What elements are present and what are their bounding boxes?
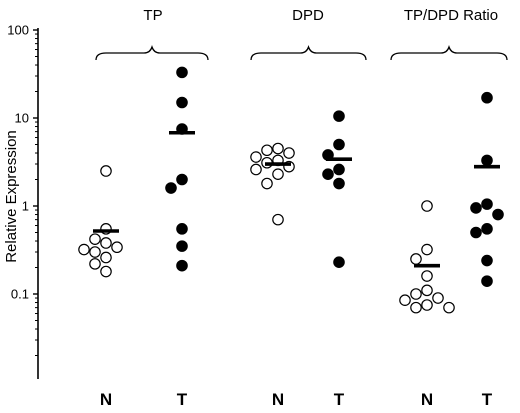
data-point-open — [272, 213, 284, 226]
y-tick-label: 100 — [7, 23, 29, 38]
data-point-filled — [481, 223, 493, 235]
y-tick-label: 0.1 — [11, 287, 29, 302]
data-point-filled — [481, 254, 493, 267]
data-point-filled — [176, 223, 188, 235]
group-brace — [95, 44, 209, 61]
data-point-filled — [333, 110, 345, 122]
data-point-filled — [176, 173, 188, 186]
data-point-open — [78, 243, 90, 256]
data-point-open — [272, 142, 284, 155]
group-brace — [250, 44, 367, 61]
data-point-open — [89, 233, 101, 245]
data-point-filled — [333, 256, 345, 268]
data-point-open — [421, 200, 433, 212]
data-point-open — [410, 288, 422, 300]
data-point-filled — [470, 202, 482, 214]
data-point-open — [89, 246, 101, 258]
data-point-filled — [333, 177, 345, 190]
category-label: N — [100, 390, 112, 409]
data-point-filled — [492, 208, 504, 221]
data-point-filled — [176, 96, 188, 109]
data-point-open — [100, 251, 112, 264]
category-label: N — [421, 390, 433, 409]
y-tick-label: 1 — [22, 199, 29, 214]
data-point-open — [111, 241, 123, 254]
data-point-filled — [322, 168, 334, 180]
data-point-filled — [470, 226, 482, 239]
category-label: N — [272, 390, 284, 409]
data-point-open — [432, 292, 444, 304]
data-point-open — [410, 301, 422, 314]
data-point-filled — [481, 154, 493, 167]
data-point-open — [89, 258, 101, 270]
data-point-open — [283, 147, 295, 159]
category-label: T — [482, 390, 493, 409]
group-title: TP — [143, 7, 162, 24]
data-point-filled — [333, 138, 345, 151]
data-point-filled — [176, 240, 188, 252]
data-point-filled — [481, 91, 493, 104]
data-point-open — [443, 301, 455, 314]
data-point-filled — [481, 275, 493, 287]
data-point-filled — [333, 163, 345, 176]
data-point-open — [421, 243, 433, 256]
data-point-open — [421, 270, 433, 282]
data-point-open — [250, 151, 262, 163]
data-point-open — [261, 177, 273, 190]
data-point-filled — [165, 182, 177, 194]
category-label: T — [334, 390, 345, 409]
data-point-open — [100, 265, 112, 278]
group-title: DPD — [292, 7, 324, 24]
data-point-open — [100, 237, 112, 249]
group-brace — [390, 44, 508, 61]
data-point-open — [399, 294, 411, 307]
data-point-open — [250, 163, 262, 176]
data-point-open — [421, 299, 433, 311]
data-point-open — [272, 168, 284, 180]
y-axis-title: Relative Expression — [3, 130, 20, 263]
data-point-open — [100, 165, 112, 177]
category-label: T — [177, 390, 188, 409]
data-point-filled — [176, 66, 188, 79]
data-point-open — [421, 284, 433, 297]
data-point-filled — [481, 198, 493, 210]
data-point-open — [410, 253, 422, 265]
data-point-open — [261, 144, 273, 157]
data-point-filled — [176, 259, 188, 272]
group-title: TP/DPD Ratio — [404, 7, 498, 24]
y-tick-label: 10 — [15, 111, 29, 126]
